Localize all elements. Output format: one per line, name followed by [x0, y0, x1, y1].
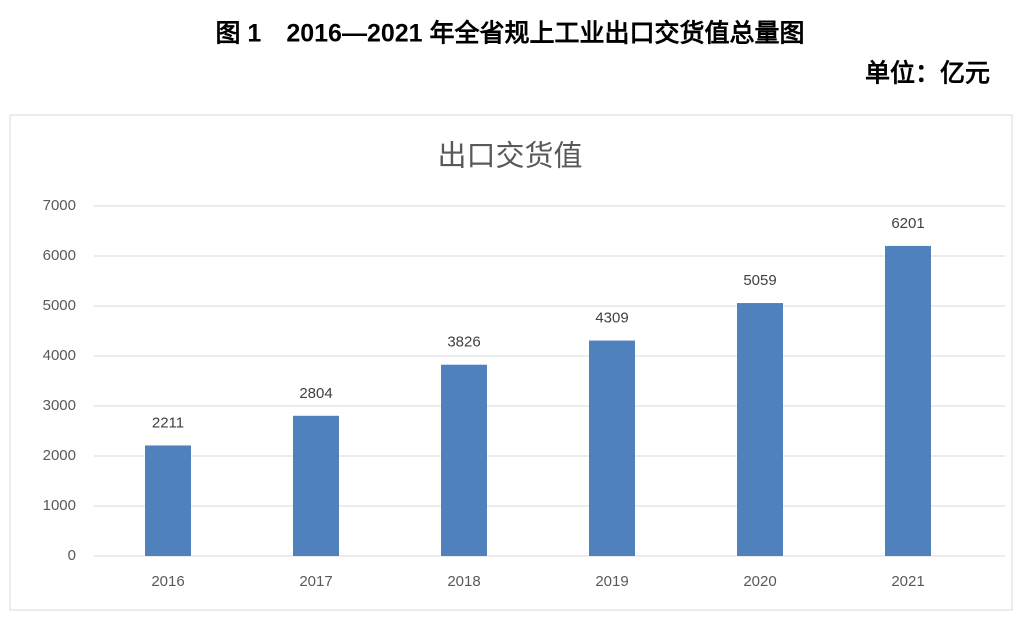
x-tick-label: 2016: [151, 573, 184, 590]
bar: [145, 445, 191, 556]
unit-label: 单位：亿元: [865, 59, 990, 88]
bar: [737, 303, 783, 556]
value-label: 2804: [299, 385, 332, 402]
chart-title: 出口交货值: [437, 140, 582, 173]
x-tick-label: 2018: [447, 573, 480, 590]
x-tick-label: 2019: [595, 573, 628, 590]
x-tick-label: 2021: [891, 573, 924, 590]
y-tick-label: 0: [68, 547, 76, 564]
value-label: 3826: [447, 334, 480, 351]
y-tick-label: 2000: [43, 447, 76, 464]
bar: [885, 245, 931, 556]
y-tick-label: 5000: [43, 297, 76, 314]
y-tick-label: 7000: [43, 197, 76, 214]
y-tick-label: 6000: [43, 247, 76, 264]
y-tick-label: 4000: [43, 347, 76, 364]
bar: [441, 364, 487, 556]
value-label: 6201: [891, 215, 924, 232]
value-label: 5059: [743, 272, 776, 289]
bar: [293, 415, 339, 556]
x-tick-label: 2020: [743, 573, 776, 590]
figure-title: 图 1 2016—2021 年全省规上工业出口交货值总量图: [215, 19, 804, 48]
value-label: 2211: [152, 414, 184, 431]
y-tick-label: 1000: [43, 497, 76, 514]
bar: [589, 340, 635, 556]
x-tick-label: 2017: [299, 573, 332, 590]
value-label: 4309: [595, 310, 628, 327]
y-tick-label: 3000: [43, 397, 76, 414]
